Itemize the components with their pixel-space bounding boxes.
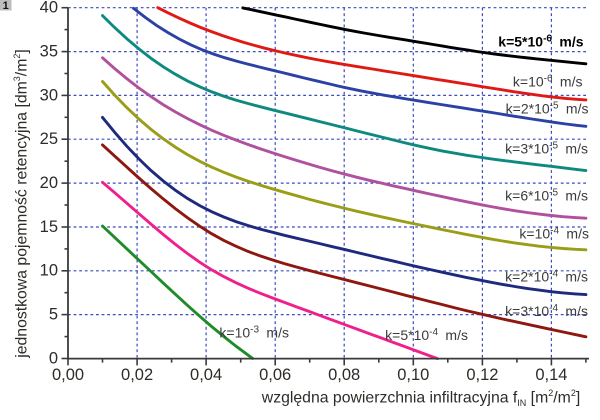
svg-text:k=3*10-4 m/s: k=3*10-4 m/s <box>505 303 588 319</box>
svg-text:k=10-4 m/s: k=10-4 m/s <box>519 226 589 242</box>
svg-text:0,12: 0,12 <box>466 366 498 384</box>
svg-text:0,04: 0,04 <box>190 366 222 384</box>
svg-text:0,02: 0,02 <box>121 366 153 384</box>
svg-text:k=6*10-5 m/s: k=6*10-5 m/s <box>505 188 588 204</box>
svg-text:k=2*10-4 m/s: k=2*10-4 m/s <box>505 269 588 285</box>
svg-text:jednostkowa pojemność retencyj: jednostkowa pojemność retencyjna [dm3/m2… <box>12 49 31 359</box>
svg-text:20: 20 <box>40 174 58 192</box>
svg-text:1: 1 <box>3 0 9 12</box>
svg-text:15: 15 <box>40 218 58 236</box>
svg-text:k=10-6 m/s: k=10-6 m/s <box>513 74 583 90</box>
svg-text:k=5*10-4 m/s: k=5*10-4 m/s <box>385 327 468 343</box>
svg-text:k=5*10-6 m/s: k=5*10-6 m/s <box>498 33 583 49</box>
svg-text:0,10: 0,10 <box>397 366 429 384</box>
svg-text:0: 0 <box>49 349 58 367</box>
svg-text:25: 25 <box>40 130 58 148</box>
svg-text:5: 5 <box>49 306 58 324</box>
svg-text:10: 10 <box>40 262 58 280</box>
svg-text:k=10-3 m/s: k=10-3 m/s <box>219 325 289 341</box>
svg-text:0,06: 0,06 <box>259 366 291 384</box>
svg-text:0,08: 0,08 <box>328 366 360 384</box>
svg-text:0,00: 0,00 <box>52 366 84 384</box>
svg-text:k=3*10-5 m/s: k=3*10-5 m/s <box>505 141 588 157</box>
svg-text:35: 35 <box>40 43 58 61</box>
svg-text:0,14: 0,14 <box>535 366 567 384</box>
svg-text:40: 40 <box>40 0 58 17</box>
svg-text:30: 30 <box>40 86 58 104</box>
svg-text:względna powierzchnia infiltra: względna powierzchnia infiltracyjna fIN … <box>261 388 580 408</box>
svg-text:k=2*10-5 m/s: k=2*10-5 m/s <box>506 101 589 117</box>
